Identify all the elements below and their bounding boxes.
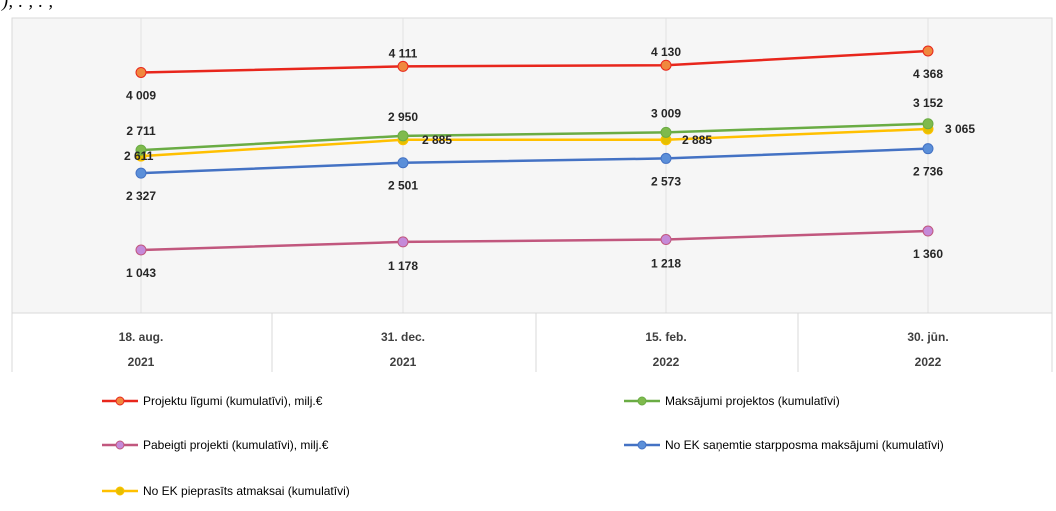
data-point: [660, 59, 672, 71]
data-point: [135, 167, 147, 179]
data-label: 2 611: [124, 149, 154, 163]
data-label: 4 130: [651, 45, 681, 59]
data-point: [397, 157, 409, 169]
legend-item: Projektu līgumi (kumulatīvi), milj.€: [100, 394, 322, 408]
data-label: 2 950: [388, 110, 418, 124]
data-point: [135, 144, 147, 156]
series-line-0: [140, 49, 929, 74]
series-line-3: [140, 147, 929, 175]
data-label: 3 152: [913, 96, 943, 110]
data-label: 2 711: [126, 124, 156, 138]
data-label: 2 885: [422, 133, 452, 147]
legend-label: Projektu līgumi (kumulatīvi), milj.€: [143, 394, 323, 408]
data-label: 2 573: [651, 174, 681, 188]
data-point: [135, 66, 147, 78]
data-point: [660, 234, 672, 246]
data-label: 1 178: [388, 259, 418, 273]
legend-swatch: [102, 486, 138, 496]
data-label: 1 218: [651, 257, 681, 271]
data-point: [660, 126, 672, 138]
data-point: [397, 130, 409, 142]
data-label: 3 065: [945, 122, 975, 136]
line-chart: 18. aug. 2021 31. dec. 2021 15. feb. 2022 30. …: [11, 17, 1053, 372]
legend-item: Pabeigti projekti (kumulatīvi), milj.€: [100, 438, 328, 452]
x-tick-date: 30. jūn.: [907, 330, 948, 344]
plot-area: [11, 17, 1053, 314]
legend-item: No EK pieprasīts atmaksai (kumulatīvi): [100, 484, 350, 498]
data-label: 1 360: [913, 247, 943, 261]
data-label: 1 043: [126, 266, 156, 280]
data-point: [135, 244, 147, 256]
x-tick-year: 2022: [653, 355, 680, 369]
x-tick-date: 15. feb.: [645, 330, 686, 344]
series-line-4: [140, 127, 929, 158]
data-label: 4 009: [126, 88, 156, 102]
header-fragment: ), . , . ,: [2, 0, 54, 11]
data-label: 4 368: [913, 67, 943, 81]
legend-label: No EK saņemtie starpposma maksājumi (kum…: [665, 438, 944, 452]
legend-item: Maksājumi projektos (kumulatīvi): [622, 394, 840, 408]
data-label: 2 327: [126, 189, 156, 203]
data-point: [397, 60, 409, 72]
x-tick-date: 18. aug.: [119, 330, 164, 344]
x-tick-year: 2021: [390, 355, 417, 369]
x-tick-date: 31. dec.: [381, 330, 425, 344]
legend-label: Maksājumi projektos (kumulatīvi): [665, 394, 840, 408]
data-point: [922, 225, 934, 237]
legend-item: No EK saņemtie starpposma maksājumi (kum…: [622, 438, 944, 452]
x-tick-year: 2021: [128, 355, 155, 369]
data-label: 2 736: [913, 165, 943, 179]
data-point: [660, 152, 672, 164]
data-point: [922, 45, 934, 57]
legend-swatch: [624, 440, 660, 450]
series-line-1: [140, 122, 929, 152]
clipped-header-text: ), . , . ,: [0, 0, 1056, 14]
data-point: [922, 143, 934, 155]
data-label: 4 111: [389, 46, 418, 60]
legend-swatch: [102, 396, 138, 406]
series-line-2: [140, 229, 929, 252]
data-label: 2 501: [388, 179, 418, 193]
legend-swatch: [624, 396, 660, 406]
chart-legend: Projektu līgumi (kumulatīvi), milj.€ Maks…: [0, 380, 1056, 511]
x-tick-year: 2022: [915, 355, 942, 369]
data-point: [922, 118, 934, 130]
legend-label: Pabeigti projekti (kumulatīvi), milj.€: [143, 438, 329, 452]
data-label: 2 885: [682, 133, 712, 147]
legend-label: No EK pieprasīts atmaksai (kumulatīvi): [143, 484, 350, 498]
legend-swatch: [102, 440, 138, 450]
data-label: 3 009: [651, 106, 681, 120]
data-point: [397, 236, 409, 248]
